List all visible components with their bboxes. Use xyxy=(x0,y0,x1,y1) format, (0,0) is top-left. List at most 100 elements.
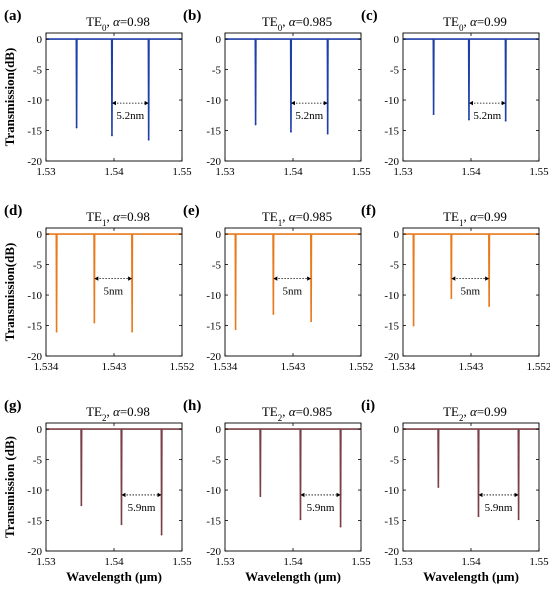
panel-d-xtick-label: 1.543 xyxy=(102,361,127,373)
panel-a-series-line xyxy=(46,38,182,141)
panel-d-spacing-arrowhead-right xyxy=(128,276,133,281)
panel-f-spacing-arrowhead-right xyxy=(485,276,490,281)
panel-e-series-line xyxy=(225,233,361,330)
panel-c-xtick-label: 1.55 xyxy=(529,166,549,178)
panel-h-series-line xyxy=(225,428,361,528)
panel-h-ytick-label: -10 xyxy=(206,485,221,497)
panel-h-spacing-arrowhead-right xyxy=(336,492,341,498)
panel-b-ytick-label: -20 xyxy=(206,156,221,168)
panel-b-dip-point xyxy=(326,132,329,135)
panel-a-ylabel: Transmission(dB) xyxy=(2,48,17,147)
panel-a-spacing-label: 5.2nm xyxy=(116,110,144,122)
panel-a-dip-point xyxy=(75,126,78,129)
panel-d-dip-point xyxy=(93,321,96,324)
panel-d-ytick-label: -5 xyxy=(33,260,43,272)
panel-b-xtick-label: 1.54 xyxy=(283,166,303,178)
panel-g-dip-point xyxy=(160,533,163,536)
panel-e-dip-point xyxy=(272,313,275,315)
panel-i-ytick-label: -10 xyxy=(384,485,399,497)
panel-b-ytick-label: 0 xyxy=(216,34,222,46)
panel-h-label: (h) xyxy=(183,398,201,414)
panel-i-ytick-label: -20 xyxy=(384,546,399,558)
panel-c-label: (c) xyxy=(361,8,378,24)
panel-i-xtick-label: 1.55 xyxy=(529,556,549,568)
panel-b-spacing-arrowhead-right xyxy=(323,100,328,106)
panel-c-ytick-label: -15 xyxy=(384,126,399,138)
panel-e-xtick-label: 1.552 xyxy=(349,361,374,373)
panel-h-xtick-label: 1.54 xyxy=(283,556,303,568)
panel-d-spacing-label: 5nm xyxy=(103,286,123,298)
panel-c-series-line xyxy=(403,38,539,122)
panel-i-series-line xyxy=(403,428,539,521)
panel-c-ytick-label: -5 xyxy=(390,65,400,77)
panel-b-label: (b) xyxy=(183,8,201,24)
panel-i-ytick-label: -5 xyxy=(390,455,400,467)
panel-d-xtick-label: 1.552 xyxy=(170,361,195,373)
panel-f-spacing-label: 5nm xyxy=(460,286,480,298)
panel-f-ytick-label: -5 xyxy=(390,260,400,272)
panel-e-xtick-label: 1.543 xyxy=(281,361,306,373)
panel-b-title: TE0, α=0.985 xyxy=(262,14,332,33)
panel-e-spacing-arrowhead-left xyxy=(273,276,278,281)
panel-d-dip-point xyxy=(131,330,134,333)
panel-d-ylabel: Transmission(dB) xyxy=(2,243,17,342)
panel-d-spacing-arrowhead-left xyxy=(94,276,99,281)
panel-e-title: TE1, α=0.985 xyxy=(262,209,332,228)
panel-g-ytick-label: 0 xyxy=(37,424,43,436)
panel-g-xtick-label: 1.55 xyxy=(172,556,192,568)
panel-g-label: (g) xyxy=(4,398,22,414)
panel-g-ytick-label: -15 xyxy=(27,516,42,528)
panel-c-title: TE0, α=0.99 xyxy=(443,14,507,33)
panel-f-xtick-label: 1.552 xyxy=(527,361,550,373)
panel-f-ytick-label: -20 xyxy=(384,351,399,363)
panel-c-axes-box xyxy=(402,32,540,162)
panel-e-ytick-label: -10 xyxy=(206,290,221,302)
panel-f-label: (f) xyxy=(361,203,376,219)
panel-d-label: (d) xyxy=(4,203,22,219)
panel-d-title: TE1, α=0.98 xyxy=(86,209,150,228)
panel-g-dip-point xyxy=(80,504,83,507)
panel-h-xtick-label: 1.55 xyxy=(351,556,371,568)
panel-a-xtick-label: 1.55 xyxy=(172,166,192,178)
panel-e-ytick-label: 0 xyxy=(216,229,222,241)
panel-a-ytick-label: -20 xyxy=(27,156,42,168)
panel-i-dip-point xyxy=(437,486,440,488)
panel-g-xlabel: Wavelength (μm) xyxy=(66,569,162,584)
panel-a-ytick-label: -10 xyxy=(27,95,42,107)
panel-a-axes-box xyxy=(45,32,183,162)
panel-g-ytick-label: -10 xyxy=(27,485,42,497)
panel-a-xtick-label: 1.53 xyxy=(36,166,56,178)
panel-g-xtick-label: 1.54 xyxy=(104,556,124,568)
panel-g-title: TE2, α=0.98 xyxy=(86,404,150,423)
panel-f-spacing-arrowhead-left xyxy=(451,276,456,281)
panel-e-label: (e) xyxy=(183,203,200,219)
panel-e-ytick-label: -5 xyxy=(212,260,222,272)
panel-i-label: (i) xyxy=(361,398,375,414)
panel-i-xtick-label: 1.53 xyxy=(393,556,413,568)
panel-e-dip-point xyxy=(310,320,313,323)
panel-c-ytick-label: -20 xyxy=(384,156,399,168)
panel-b-spacing-label: 5.2nm xyxy=(295,110,323,122)
panel-i-xtick-label: 1.54 xyxy=(461,556,481,568)
panel-b-xtick-label: 1.55 xyxy=(351,166,371,178)
panel-c-spacing-arrowhead-left xyxy=(468,100,473,106)
panel-c-dip-point xyxy=(432,113,435,115)
panel-f-dip-point xyxy=(488,305,491,307)
panel-f-dip-point xyxy=(450,297,453,299)
panel-g-series-line xyxy=(46,428,182,536)
panel-b-axes-box xyxy=(224,32,362,162)
panel-i-spacing-arrowhead-left xyxy=(478,492,483,498)
panel-c-spacing-arrowhead-right xyxy=(501,100,506,106)
panel-d-ytick-label: 0 xyxy=(37,229,43,241)
panel-e-ytick-label: -20 xyxy=(206,351,221,363)
panel-e-xtick-label: 1.534 xyxy=(213,361,238,373)
panel-g-ytick-label: -5 xyxy=(33,455,43,467)
panel-f-title: TE1, α=0.99 xyxy=(443,209,507,228)
panel-g-xtick-label: 1.53 xyxy=(36,556,56,568)
panel-g-spacing-label: 5.9nm xyxy=(128,502,156,514)
panel-i-dip-point xyxy=(477,515,480,518)
panel-h-ytick-label: -20 xyxy=(206,546,221,558)
panel-e-spacing-arrowhead-right xyxy=(307,276,312,281)
panel-f-xtick-label: 1.543 xyxy=(459,361,484,373)
panel-a-ytick-label: -15 xyxy=(27,126,42,138)
